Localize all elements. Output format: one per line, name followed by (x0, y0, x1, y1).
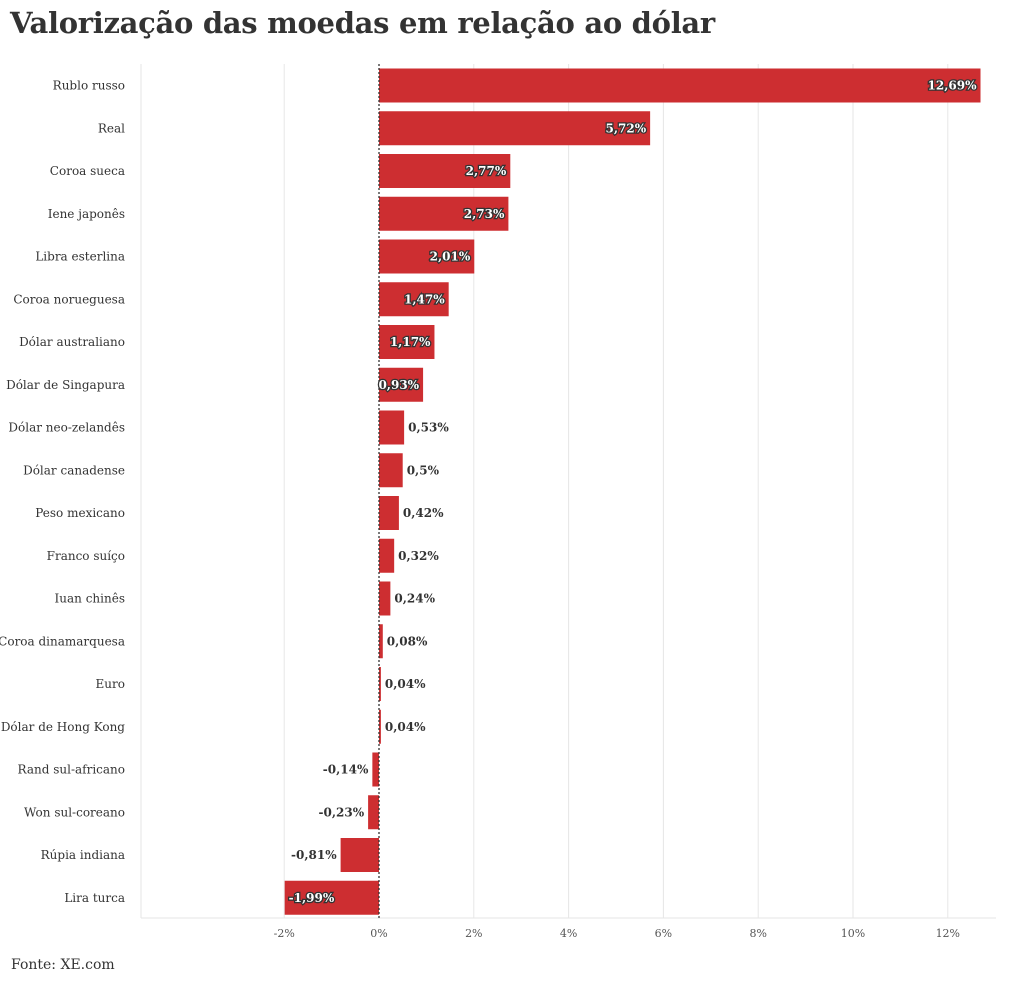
value-label: 0,93% (378, 378, 419, 392)
bar (379, 68, 981, 103)
category-label: Rúpia indiana (41, 848, 125, 862)
value-label: -1,99% (289, 891, 335, 905)
category-label: Franco suíço (47, 549, 125, 563)
category-label: Rublo russo (53, 79, 125, 93)
category-label: Dólar australiano (19, 335, 125, 349)
value-label: -0,81% (291, 848, 337, 862)
x-tick-label: 12% (936, 927, 960, 940)
bar (379, 154, 511, 188)
value-label: 1,47% (404, 292, 445, 306)
bar (379, 239, 475, 274)
bar (284, 880, 379, 915)
value-label: 2,73% (464, 207, 505, 221)
x-tick-label: -2% (274, 927, 295, 940)
bar (379, 410, 405, 445)
bar (379, 453, 403, 488)
value-label: 0,04% (385, 720, 426, 734)
value-label: 1,17% (390, 335, 431, 349)
value-label: 0,5% (407, 463, 440, 477)
value-label: 5,72% (605, 121, 646, 135)
value-label: 2,01% (430, 250, 471, 264)
x-tick-label: 10% (841, 927, 865, 940)
chart-title: Valorização das moedas em relação ao dól… (10, 6, 715, 40)
x-tick-label: 2% (465, 927, 482, 940)
value-label: 0,04% (385, 677, 426, 691)
category-label: Libra esterlina (35, 250, 125, 264)
bars (284, 68, 981, 915)
bar (379, 581, 391, 616)
bar (340, 838, 379, 872)
x-tick-label: 4% (560, 927, 577, 940)
bar (379, 496, 399, 530)
value-label: 0,53% (408, 421, 449, 435)
bar (379, 111, 651, 146)
value-label: 0,32% (398, 549, 439, 563)
bar (379, 624, 383, 659)
bar (368, 795, 379, 830)
category-label: Dólar canadense (23, 463, 125, 477)
bar (379, 709, 381, 744)
category-label: Dólar de Hong Kong (1, 720, 125, 734)
bar (379, 325, 435, 359)
value-label: 0,08% (387, 634, 428, 648)
x-tick-label: 6% (655, 927, 672, 940)
source-note: Fonte: XE.com (11, 957, 115, 973)
value-label: 2,77% (466, 164, 507, 178)
grid-lines (140, 64, 996, 919)
x-tick-label: 8% (749, 927, 766, 940)
category-label: Iene japonês (48, 207, 125, 221)
category-label: Iuan chinês (55, 592, 125, 606)
category-label: Real (98, 121, 125, 135)
labels: -2% 0% 2% 4% 6% 8% 10% 12% Rublo russo 12,69% Real… (0, 77, 978, 940)
bar (379, 667, 381, 701)
bar (379, 196, 509, 231)
bar (372, 752, 379, 787)
category-label: Rand sul-africano (18, 763, 125, 777)
category-label: Dólar de Singapura (6, 378, 125, 392)
category-label: Coroa sueca (50, 164, 125, 178)
category-label: Coroa dinamarquesa (0, 634, 125, 648)
category-label: Peso mexicano (35, 506, 125, 520)
value-label: -0,23% (318, 805, 364, 819)
category-label: Won sul-coreano (24, 805, 125, 819)
category-label: Dólar neo-zelandês (8, 421, 125, 435)
bar (379, 538, 395, 573)
value-label: 12,69% (928, 79, 978, 93)
value-label: 0,42% (403, 506, 444, 520)
category-label: Coroa norueguesa (13, 292, 125, 306)
value-label: -0,14% (323, 763, 369, 777)
value-label: 0,24% (394, 592, 435, 606)
category-label: Euro (96, 677, 125, 691)
bar (379, 367, 424, 402)
category-label: Lira turca (64, 891, 125, 905)
x-tick-label: 0% (370, 927, 387, 940)
bar (379, 282, 449, 317)
